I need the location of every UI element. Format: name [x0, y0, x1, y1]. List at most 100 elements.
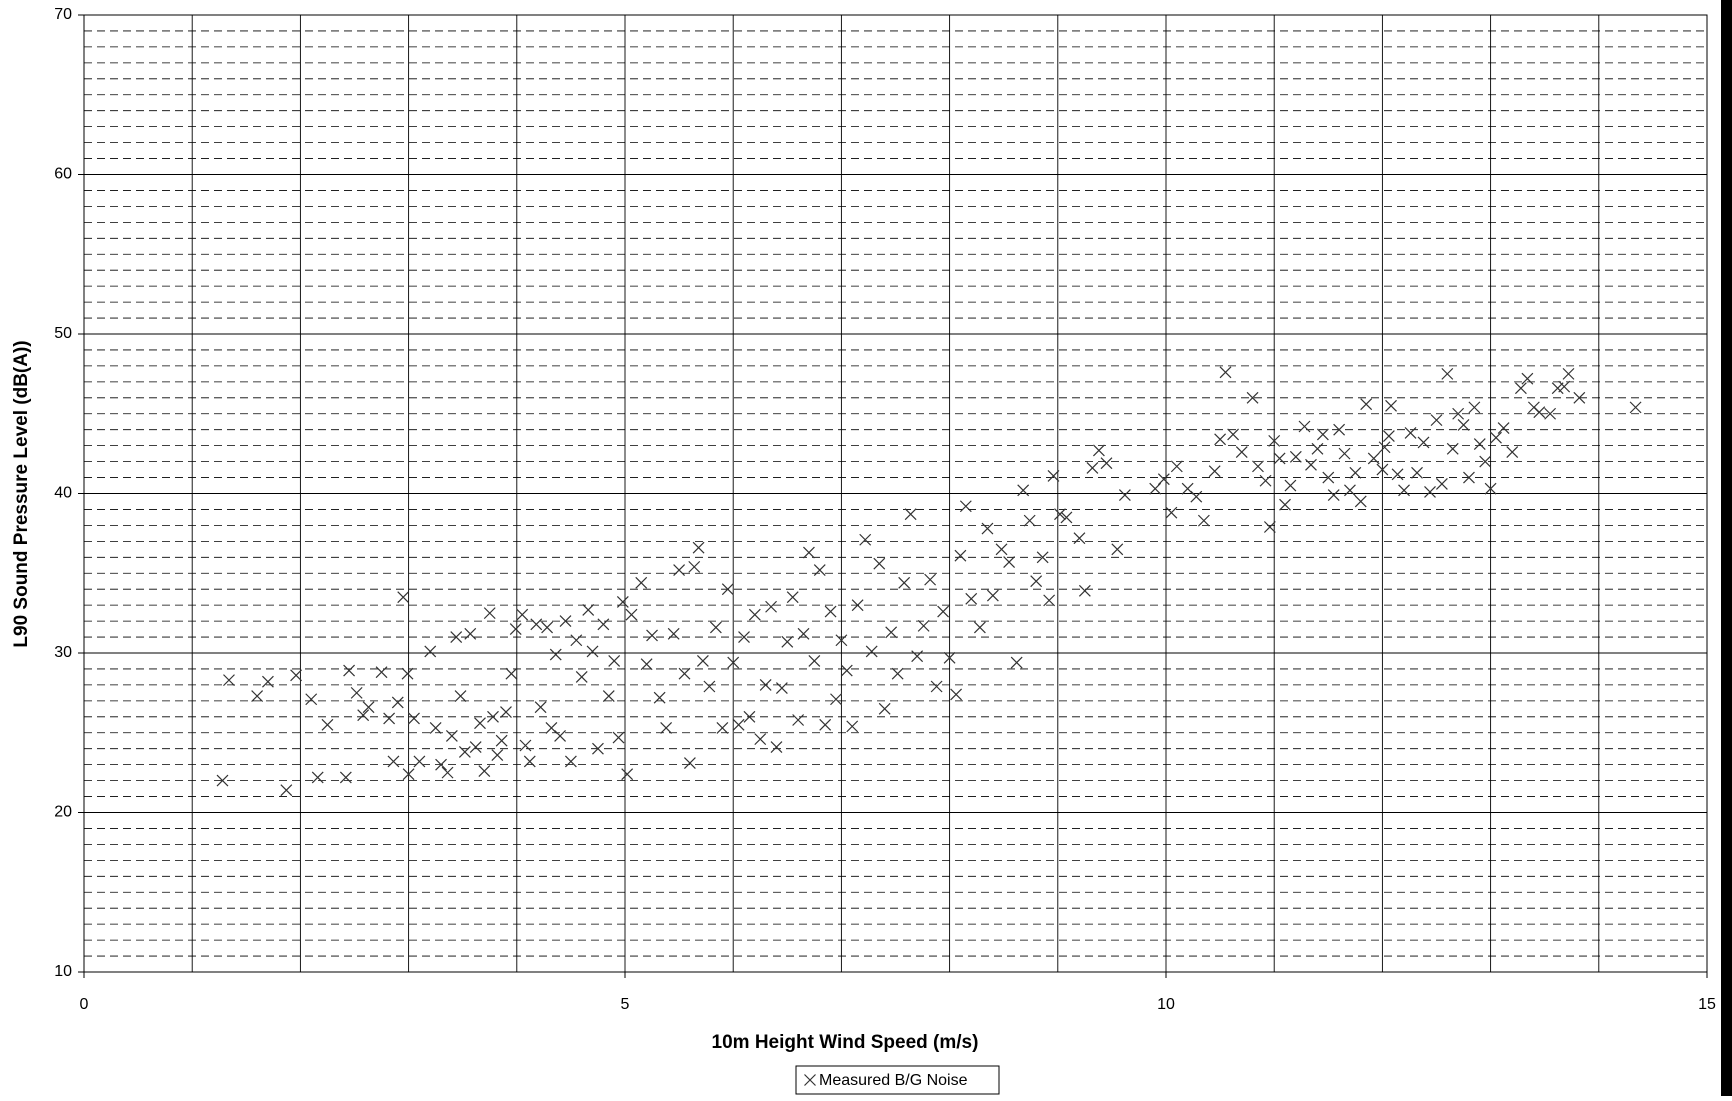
data-point [995, 543, 1008, 556]
data-point [1214, 433, 1227, 446]
data-point [1452, 407, 1465, 420]
data-point [495, 734, 508, 747]
data-point [1235, 446, 1248, 458]
data-point [1030, 575, 1043, 588]
data-point [343, 664, 356, 677]
data-point [653, 691, 666, 704]
data-point [305, 693, 318, 706]
data-point [1279, 498, 1291, 511]
data-point [458, 745, 471, 758]
data-point [1417, 436, 1430, 449]
data-point [1298, 420, 1311, 433]
data-point [1010, 656, 1023, 669]
data-point [1111, 543, 1124, 556]
data-point [743, 710, 756, 723]
data-point [280, 784, 293, 797]
data-point [973, 621, 986, 634]
data-point [846, 720, 859, 733]
data-point [1316, 428, 1329, 441]
data-point [1376, 463, 1389, 476]
data-point [1562, 367, 1575, 380]
data-point [586, 645, 599, 658]
data-point [859, 533, 872, 546]
legend-marker [804, 1074, 816, 1086]
data-point [1054, 508, 1066, 521]
data-point [616, 596, 629, 608]
data-point [703, 680, 716, 693]
data-point [1629, 401, 1642, 414]
data-point [1484, 482, 1497, 495]
data-point [1149, 482, 1162, 495]
data-point [1360, 398, 1373, 411]
data-point [1514, 382, 1527, 395]
data-point [727, 656, 740, 669]
data-point [786, 591, 799, 604]
y-tick-label: 50 [54, 325, 72, 342]
data-point [824, 605, 837, 618]
data-point [1430, 414, 1443, 427]
data-point [445, 730, 458, 742]
data-point [759, 678, 772, 691]
data-point [1533, 406, 1546, 419]
x-tick-label: 0 [80, 996, 89, 1013]
data-point [1284, 479, 1297, 492]
y-tick-label: 60 [54, 166, 72, 183]
data-point [383, 712, 396, 725]
data-point [865, 645, 878, 658]
data-point [483, 607, 496, 620]
data-point [387, 755, 400, 768]
data-point [959, 500, 972, 513]
data-point [851, 599, 864, 612]
data-point [1170, 460, 1183, 473]
data-point [765, 600, 777, 613]
data-point [1305, 458, 1317, 471]
data-point [516, 608, 529, 621]
data-point [840, 664, 853, 677]
data-point [597, 618, 610, 631]
data-point [803, 546, 815, 559]
data-point [1327, 489, 1340, 502]
data-point [1047, 470, 1060, 482]
data-point [1411, 466, 1423, 479]
data-point [716, 722, 729, 734]
data-point [1338, 447, 1351, 460]
data-point [321, 718, 334, 731]
edge-bar [1721, 0, 1732, 1096]
data-point [732, 718, 745, 731]
data-point [1441, 367, 1454, 380]
data-point [575, 671, 588, 683]
data-point [775, 682, 788, 695]
data-point [808, 655, 821, 667]
data-point [1252, 460, 1264, 473]
data-point [721, 583, 734, 596]
data-point [1023, 514, 1036, 527]
data-point [1457, 418, 1470, 431]
x-axis-title: 10m Height Wind Speed (m/s) [712, 1032, 979, 1053]
data-point [474, 717, 486, 730]
data-point [223, 674, 235, 687]
data-point [554, 730, 567, 742]
data-point [424, 645, 437, 658]
data-point [1506, 446, 1519, 458]
data-point [709, 621, 722, 634]
data-point [1446, 442, 1459, 455]
data-point [1385, 399, 1397, 412]
data-point [1268, 434, 1281, 447]
data-point [937, 605, 950, 618]
data-point [1479, 455, 1492, 468]
data-point [885, 626, 898, 639]
data-point [564, 755, 577, 768]
data-point [797, 627, 810, 640]
data-point [357, 709, 370, 722]
data-point [930, 680, 943, 693]
data-point [441, 766, 454, 779]
x-tick-label: 15 [1698, 996, 1716, 1013]
data-point [1354, 495, 1367, 508]
data-point [549, 648, 562, 661]
data-point [667, 627, 680, 640]
data-point [1273, 452, 1286, 465]
data-point [792, 714, 805, 726]
data-point [748, 608, 761, 621]
plot-border [83, 14, 1708, 973]
